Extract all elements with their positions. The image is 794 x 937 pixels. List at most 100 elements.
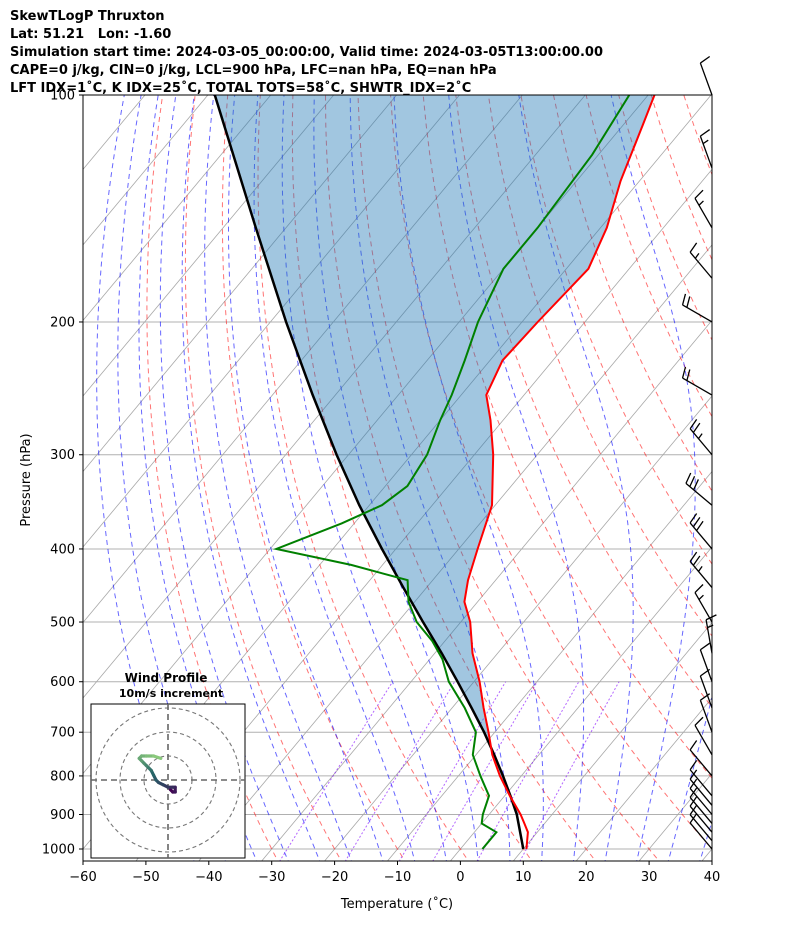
y-tick-label: 400 bbox=[50, 542, 75, 557]
wind-barb-staff bbox=[689, 561, 713, 588]
wind-barb-staff bbox=[689, 822, 713, 850]
wind-barb bbox=[694, 584, 713, 623]
wind-barb bbox=[694, 189, 713, 229]
wind-barb-staff bbox=[682, 377, 713, 396]
isotherm-line bbox=[83, 95, 272, 322]
y-tick-label: 900 bbox=[50, 808, 75, 823]
wind-barb-staff bbox=[685, 482, 713, 506]
wind-barb-flag bbox=[689, 242, 698, 253]
wind-barb-flag bbox=[699, 55, 711, 64]
moist-adiabat bbox=[181, 95, 321, 861]
moist-adiabat bbox=[610, 95, 696, 861]
wind-barb-half bbox=[697, 566, 703, 572]
dry-adiabat bbox=[357, 95, 660, 861]
x-tick-label: −60 bbox=[69, 870, 96, 885]
dry-adiabat bbox=[455, 95, 712, 708]
x-tick-label: 20 bbox=[578, 870, 595, 885]
cape-fill bbox=[214, 95, 655, 815]
mixing-ratio-line bbox=[519, 681, 620, 861]
mixing-ratio-line bbox=[398, 681, 507, 861]
x-axis-label: Temperature (˚C) bbox=[340, 896, 453, 912]
wind-barb-staff bbox=[694, 725, 713, 756]
dry-adiabat bbox=[184, 95, 342, 861]
x-tick-label: 40 bbox=[704, 870, 721, 885]
dewpoint-line bbox=[272, 95, 631, 850]
title-station: SkewTLogP Thruxton bbox=[10, 9, 165, 24]
wind-barb-staff bbox=[694, 592, 713, 623]
wind-barb-staff bbox=[699, 649, 713, 682]
wind-barb-flag bbox=[689, 740, 698, 751]
isotherm-line bbox=[83, 95, 586, 699]
wind-barb bbox=[685, 472, 713, 506]
wind-barb bbox=[689, 759, 713, 797]
title-coordinates: Lat: 51.21 Lon: -1.60 bbox=[10, 27, 172, 42]
isotherm-line bbox=[701, 848, 712, 861]
wind-barb-staff bbox=[705, 619, 713, 654]
hodograph: Wind Profile 10m/s increment bbox=[90, 671, 246, 859]
isotherm-line bbox=[83, 95, 334, 397]
moist-adiabat bbox=[159, 95, 289, 861]
wind-barb-half bbox=[702, 139, 709, 145]
wind-barb-flag bbox=[694, 716, 704, 726]
dry-adiabat bbox=[422, 95, 712, 779]
y-axis: 1000 900 800 700 600 500 400 300 200 100 bbox=[42, 89, 83, 858]
isotherm-line bbox=[83, 95, 523, 624]
hodograph-subtitle: 10m/s increment bbox=[119, 687, 223, 700]
dry-adiabat bbox=[520, 95, 712, 565]
y-tick-label: 300 bbox=[50, 448, 75, 463]
dry-adiabat bbox=[257, 95, 470, 861]
dry-adiabat bbox=[782, 95, 794, 865]
wind-barb bbox=[681, 293, 713, 323]
isotherm-line bbox=[83, 95, 460, 548]
x-tick-label: 0 bbox=[456, 870, 464, 885]
y-tick-label: 700 bbox=[50, 726, 75, 741]
wind-barb-flag bbox=[693, 479, 699, 491]
moist-adiabat bbox=[253, 95, 416, 861]
isotherm-line bbox=[449, 546, 712, 861]
moist-adiabat bbox=[699, 819, 712, 861]
wind-barb-flag bbox=[685, 472, 692, 484]
y-tick-label: 600 bbox=[50, 675, 75, 690]
moist-adiabat bbox=[448, 95, 585, 861]
y-tick-label: 800 bbox=[50, 769, 75, 784]
wind-barb bbox=[689, 418, 713, 456]
wind-barb-flag bbox=[686, 369, 691, 381]
y-tick-label: 1000 bbox=[42, 843, 75, 858]
plot-header: SkewTLogP Thruxton Lat: 51.21 Lon: -1.60… bbox=[10, 8, 603, 98]
dry-adiabat bbox=[716, 95, 794, 865]
wind-barb-staff bbox=[689, 749, 713, 777]
isotherm-line bbox=[261, 319, 712, 861]
dry-adiabat bbox=[650, 95, 712, 261]
wind-barb-staff bbox=[689, 769, 713, 797]
cape-area bbox=[214, 95, 655, 815]
wind-barb-staff bbox=[689, 428, 713, 456]
y-tick-label: 500 bbox=[50, 616, 75, 631]
wind-barb-flag bbox=[681, 366, 687, 379]
wind-barb-staff bbox=[689, 778, 713, 806]
wind-barb-flag bbox=[681, 293, 687, 306]
wind-barb-flag bbox=[699, 129, 711, 137]
wind-barb-staff bbox=[694, 198, 713, 229]
wind-barb-staff bbox=[689, 805, 713, 833]
x-tick-label: −10 bbox=[384, 870, 411, 885]
dry-adiabat bbox=[618, 95, 712, 341]
y-axis-label: Pressure (hPa) bbox=[19, 433, 34, 526]
isotherm-line bbox=[575, 697, 712, 861]
wind-barb-staff bbox=[689, 251, 713, 279]
temperature-line bbox=[463, 95, 656, 850]
wind-barb bbox=[699, 642, 713, 682]
wind-barb bbox=[699, 693, 713, 733]
wind-barb-staff bbox=[689, 522, 713, 550]
wind-barb-flag bbox=[689, 513, 698, 524]
mixing-ratio-line bbox=[279, 681, 394, 861]
wind-barb bbox=[705, 614, 717, 654]
wind-barb-half bbox=[698, 200, 704, 206]
x-tick-label: −20 bbox=[321, 870, 348, 885]
profiles bbox=[213, 95, 656, 850]
isotherm-line bbox=[762, 95, 794, 865]
x-tick-label: 30 bbox=[641, 870, 658, 885]
isotherm-line bbox=[83, 95, 209, 246]
y-tick-label: 100 bbox=[50, 89, 75, 104]
wind-barb-half bbox=[698, 594, 704, 600]
x-tick-label: −40 bbox=[195, 870, 222, 885]
